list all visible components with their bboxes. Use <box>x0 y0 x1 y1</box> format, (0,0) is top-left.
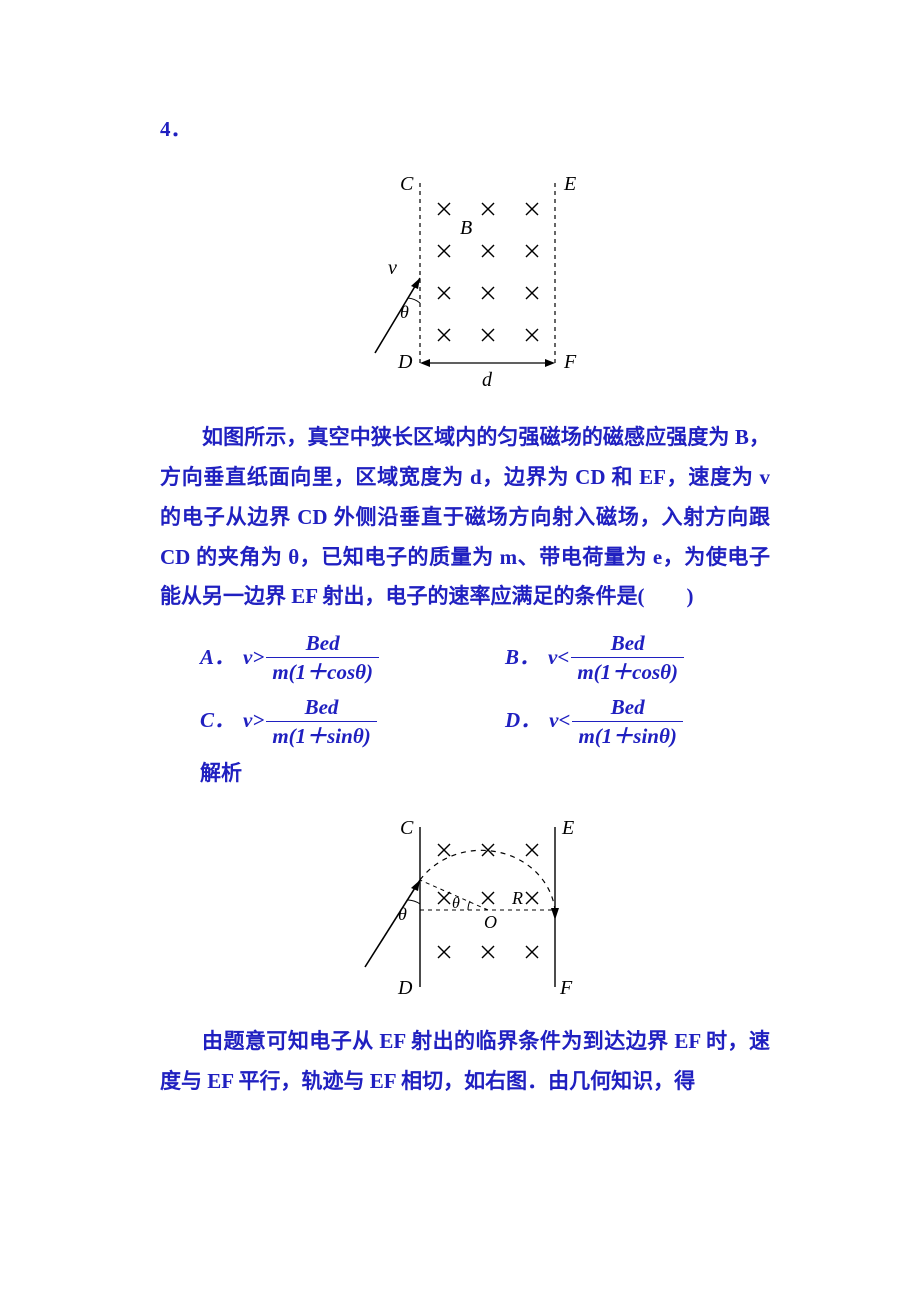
label2-theta-inner: θ <box>452 895 460 912</box>
explanation-heading: 解析 <box>200 754 770 794</box>
question-paragraph: 如图所示，真空中狭长区域内的匀强磁场的磁感应强度为 B，方向垂直纸面向里，区域宽… <box>160 418 770 617</box>
option-B: B． v< Bed m(1＋cosθ) <box>505 631 770 684</box>
label-D: D <box>397 351 413 373</box>
option-C: C． v> Bed m(1＋sinθ) <box>200 695 465 748</box>
question-number: 4． <box>160 110 770 150</box>
label-B: B <box>460 217 472 239</box>
option-C-label: C． <box>200 701 235 741</box>
option-D-num: Bed <box>605 695 651 721</box>
option-D-fraction: Bed m(1＋sinθ) <box>572 695 682 748</box>
option-C-num: Bed <box>299 695 345 721</box>
label-v: v <box>388 257 397 279</box>
label2-E: E <box>561 817 574 839</box>
page-root: 4． C E D F <box>0 0 920 1302</box>
label2-R: R <box>511 888 523 908</box>
label2-F: F <box>559 977 573 999</box>
option-C-prefix: v> <box>243 701 264 741</box>
option-A-prefix: v> <box>243 638 264 678</box>
option-A-num: Bed <box>300 631 346 657</box>
option-B-den: m(1＋cosθ) <box>571 657 684 684</box>
label-C: C <box>400 173 414 195</box>
label-theta-1: θ <box>400 302 409 322</box>
option-A: A． v> Bed m(1＋cosθ) <box>200 631 465 684</box>
explanation-paragraph: 由题意可知电子从 EF 射出的临界条件为到达边界 EF 时，速度与 EF 平行，… <box>160 1022 770 1102</box>
option-D-den: m(1＋sinθ) <box>572 721 682 748</box>
option-A-fraction: Bed m(1＋cosθ) <box>266 631 379 684</box>
label2-theta-outer: θ <box>398 904 407 924</box>
option-B-prefix: v< <box>548 638 569 678</box>
figure-2: C E D F <box>160 812 770 1002</box>
option-D-label: D． <box>505 701 541 741</box>
option-D-prefix: v< <box>549 701 570 741</box>
option-B-fraction: Bed m(1＋cosθ) <box>571 631 684 684</box>
label2-C: C <box>400 817 414 839</box>
figure-1: C E D F <box>160 168 770 398</box>
label-E: E <box>563 173 576 195</box>
option-A-den: m(1＋cosθ) <box>266 657 379 684</box>
label2-O: O <box>484 912 497 932</box>
option-C-fraction: Bed m(1＋sinθ) <box>266 695 376 748</box>
option-C-den: m(1＋sinθ) <box>266 721 376 748</box>
option-A-label: A． <box>200 638 235 678</box>
label2-D: D <box>397 977 413 999</box>
label-d: d <box>482 369 493 391</box>
options-grid: A． v> Bed m(1＋cosθ) B． v< Bed m(1＋cosθ) … <box>200 631 770 748</box>
option-B-label: B． <box>505 638 540 678</box>
figure-1-svg: C E D F <box>340 168 590 398</box>
figure-2-svg: C E D F <box>340 812 590 1002</box>
option-D: D． v< Bed m(1＋sinθ) <box>505 695 770 748</box>
field-crosses <box>438 203 538 341</box>
option-B-num: Bed <box>605 631 651 657</box>
label-F: F <box>563 351 577 373</box>
